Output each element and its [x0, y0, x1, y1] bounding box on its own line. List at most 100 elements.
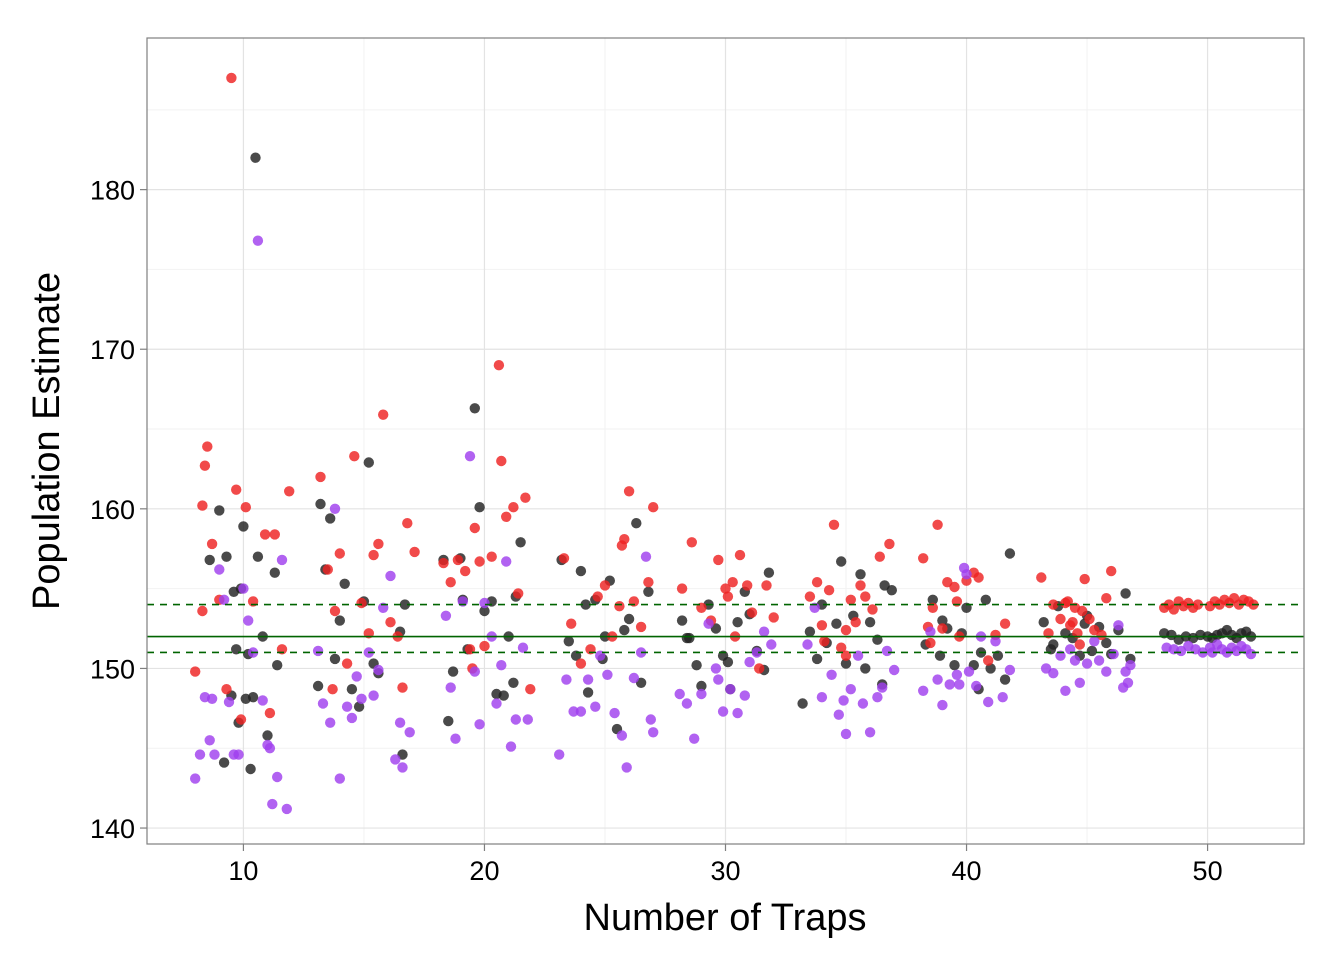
- data-point: [346, 712, 358, 724]
- data-point: [703, 618, 714, 629]
- data-point: [676, 615, 688, 626]
- data-point: [334, 548, 345, 559]
- data-point: [590, 701, 601, 712]
- data-point: [508, 677, 519, 688]
- data-point: [635, 621, 647, 633]
- data-point: [334, 615, 345, 626]
- data-point: [353, 701, 365, 712]
- data-point: [231, 484, 242, 495]
- data-point: [1069, 655, 1081, 666]
- data-point: [257, 695, 268, 706]
- data-point: [836, 556, 847, 567]
- data-point: [985, 663, 996, 674]
- y-tick-label: 180: [90, 176, 135, 206]
- data-point: [811, 577, 823, 588]
- data-point: [315, 498, 326, 510]
- data-point: [732, 707, 743, 719]
- data-point: [356, 597, 367, 609]
- data-point: [373, 538, 384, 550]
- data-point: [1089, 636, 1100, 647]
- data-point: [264, 743, 276, 754]
- y-tick-label: 170: [90, 335, 135, 365]
- data-point: [496, 660, 507, 671]
- data-point: [259, 529, 271, 540]
- data-point: [554, 749, 565, 760]
- data-point: [1192, 599, 1204, 610]
- data-point: [963, 666, 975, 677]
- data-point: [609, 707, 620, 719]
- data-point: [450, 733, 461, 744]
- data-point: [696, 688, 707, 700]
- data-point: [356, 693, 367, 704]
- data-point: [686, 537, 697, 548]
- data-point: [339, 578, 350, 589]
- data-point: [493, 360, 505, 371]
- data-point: [452, 554, 464, 566]
- data-point: [238, 583, 249, 594]
- data-point: [575, 706, 587, 717]
- data-point: [390, 754, 401, 765]
- data-point: [479, 640, 490, 652]
- data-point: [1060, 685, 1071, 696]
- data-point: [474, 719, 485, 730]
- data-point: [445, 577, 456, 588]
- data-point: [836, 642, 847, 653]
- data-point: [727, 577, 738, 588]
- data-point: [397, 762, 408, 773]
- y-tick-label: 160: [90, 495, 135, 525]
- data-point: [831, 618, 842, 629]
- data-point: [197, 500, 208, 511]
- data-point: [826, 669, 837, 680]
- data-point: [235, 714, 247, 725]
- data-point: [1079, 573, 1090, 585]
- data-point: [925, 626, 936, 637]
- data-point: [619, 624, 630, 636]
- data-point: [983, 655, 994, 666]
- data-point: [515, 537, 526, 548]
- data-point: [315, 471, 326, 483]
- data-point: [247, 692, 259, 703]
- data-point: [394, 717, 406, 728]
- data-point: [505, 741, 517, 752]
- data-point: [445, 682, 456, 693]
- data-point: [1004, 548, 1016, 559]
- data-point: [1108, 648, 1119, 660]
- data-point: [1106, 565, 1117, 577]
- data-point: [269, 529, 280, 540]
- axis-ticks: [140, 189, 1209, 851]
- data-point: [252, 235, 264, 246]
- data-point: [742, 580, 753, 591]
- data-point: [937, 623, 948, 634]
- data-point: [221, 551, 232, 562]
- data-point: [522, 714, 533, 725]
- data-point: [438, 557, 449, 569]
- data-point: [648, 727, 659, 738]
- data-point: [329, 503, 341, 514]
- data-point: [816, 620, 828, 631]
- data-point: [717, 706, 729, 717]
- data-point: [568, 706, 579, 717]
- data-point: [689, 733, 700, 744]
- data-point: [823, 585, 835, 596]
- data-point: [722, 656, 734, 668]
- data-point: [194, 749, 206, 760]
- data-point: [508, 502, 519, 513]
- data-point: [864, 727, 876, 738]
- data-point: [864, 617, 876, 628]
- data-point: [206, 538, 218, 550]
- data-point: [1084, 613, 1095, 625]
- data-point: [840, 658, 852, 669]
- data-point: [840, 624, 852, 636]
- data-point: [1074, 677, 1086, 688]
- x-tick-labels: 10 20 30 40 50: [228, 856, 1222, 886]
- data-point: [643, 586, 654, 597]
- data-point: [1081, 658, 1093, 669]
- data-point: [1038, 617, 1049, 628]
- data-point: [214, 564, 225, 575]
- data-point: [860, 591, 871, 602]
- data-point: [368, 549, 379, 561]
- data-point: [1101, 593, 1112, 604]
- data-point: [722, 591, 734, 602]
- data-point: [1093, 655, 1105, 666]
